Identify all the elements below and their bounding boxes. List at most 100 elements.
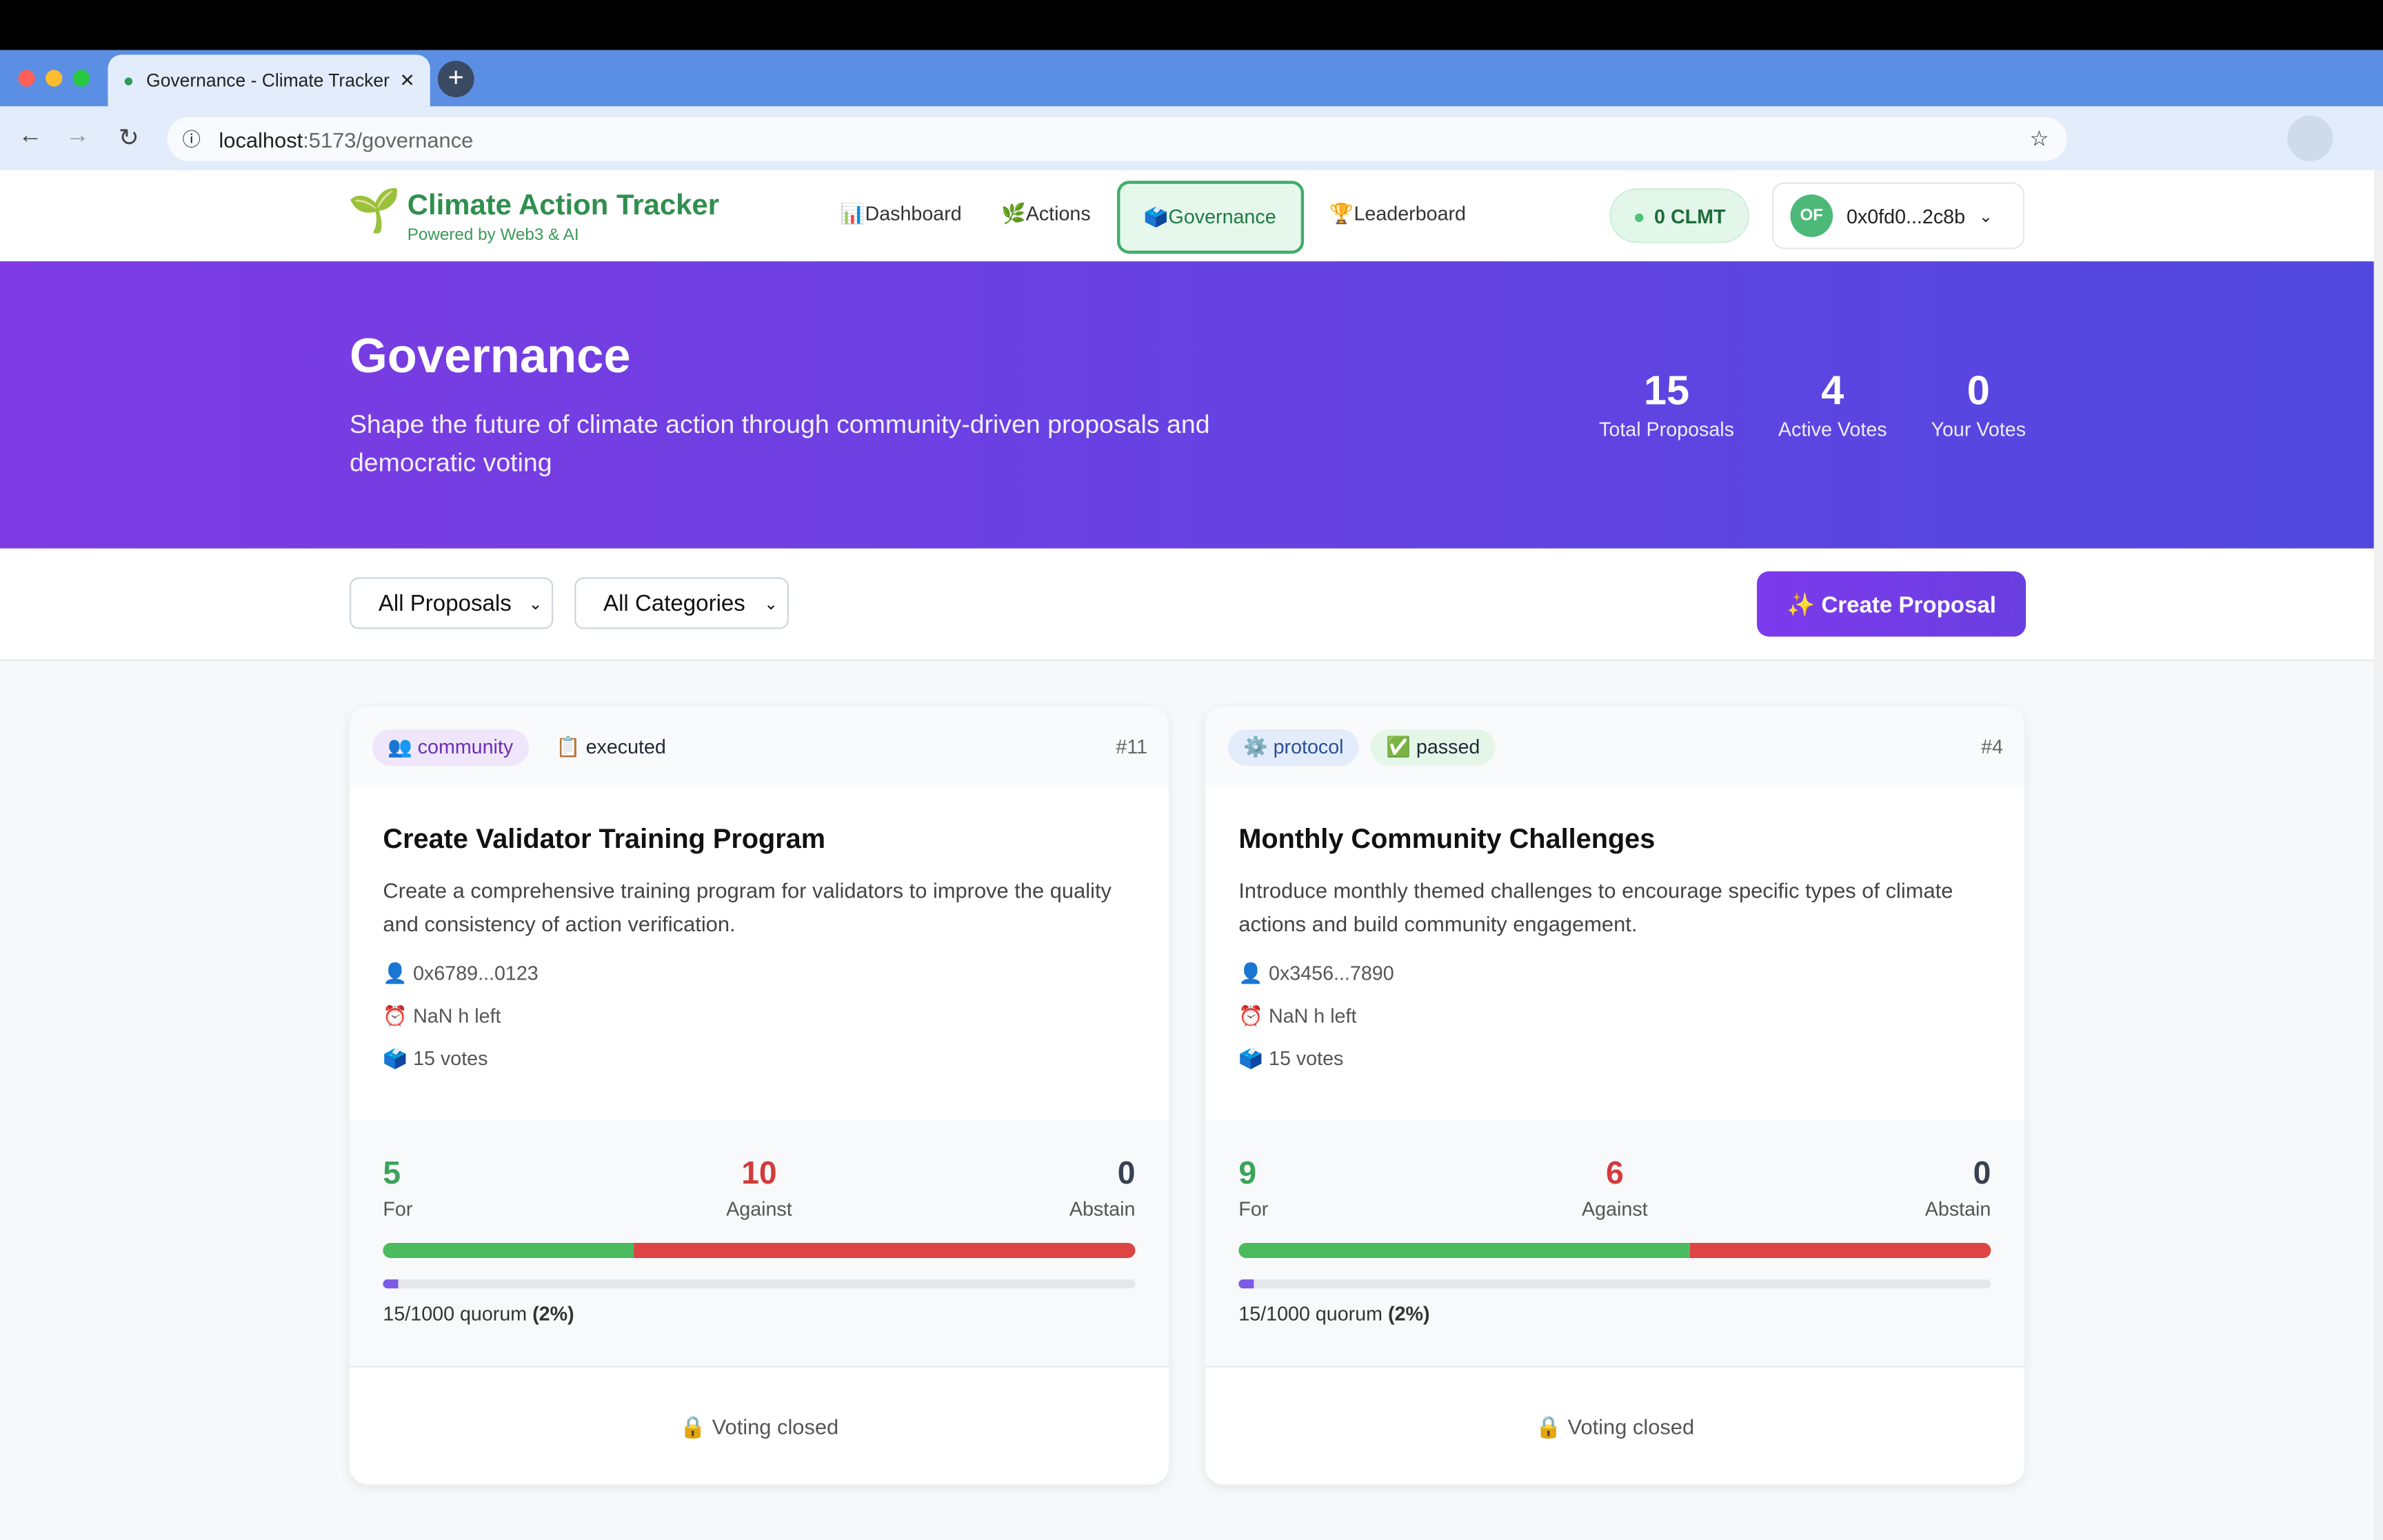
hero: Governance Shape the future of climate a… [0, 261, 2374, 549]
quorum-track [383, 1279, 1136, 1289]
tally: 6 Against [1489, 1156, 1740, 1220]
author: 👤 0x3456...7890 [1238, 962, 1394, 985]
scrollbar [2373, 170, 2383, 1540]
forward[interactable]: → [65, 123, 90, 150]
vote-count: 🗳️ 15 votes [1238, 1046, 1344, 1070]
vote-count: 🗳️ 15 votes [383, 1046, 488, 1070]
tally: 9 For [1238, 1156, 1489, 1220]
time-text: NaN h left [413, 1004, 501, 1027]
stat: 0 Your Votes [1931, 367, 2027, 440]
min-dot[interactable] [46, 70, 63, 87]
proposal-card[interactable]: ⚙️ protocol ✅ passed #4 Monthly Communit… [1205, 706, 2024, 1485]
tally-label: For [1238, 1197, 1269, 1220]
author: 👤 0x6789...0123 [383, 962, 539, 985]
address: 0x0fd0...2c8b [1846, 204, 1966, 227]
vote-section: 5 For 10 Against 0 Abstain 15/1000 quorum (2%… [349, 1119, 1169, 1368]
tally: 0 Abstain [885, 1156, 1136, 1220]
balance-text: 0 CLMT [1654, 204, 1726, 227]
hero-title: Governance [349, 328, 631, 383]
proposal-id: #11 [1116, 735, 1148, 758]
votes-text: 15 votes [1269, 1046, 1344, 1070]
vote-bar [1238, 1242, 1991, 1258]
stat-value: 4 [1821, 367, 1844, 414]
profile[interactable] [2287, 115, 2333, 161]
tallies: 9 For 6 Against 0 Abstain [1238, 1156, 1991, 1220]
new-tab[interactable]: + [437, 61, 474, 98]
footer-text: Voting closed [712, 1415, 839, 1439]
quorum-percent: (2%) [1388, 1301, 1430, 1325]
time-left: ⏰ NaN h left [383, 1004, 501, 1027]
tally-count: 5 [383, 1156, 401, 1192]
vote-segment [383, 1242, 634, 1258]
category: ⚙️ protocol [1227, 728, 1359, 765]
reload[interactable]: ↻ [118, 125, 139, 152]
url-host: localhost [219, 127, 303, 152]
site-info[interactable]: ⓘ [182, 129, 201, 151]
logo: 🌱 [348, 187, 401, 234]
tab-close[interactable]: ✕ [399, 70, 415, 92]
avatar: OF [1790, 194, 1833, 237]
status: ✅ passed [1371, 728, 1496, 765]
stat-label: Your Votes [1931, 418, 2027, 441]
stat-value: 15 [1643, 367, 1690, 414]
create-button[interactable]: ✨ Create Proposal [1756, 571, 2027, 637]
app-header: 🌱 Climate Action Tracker Powered by Web3… [0, 170, 2374, 263]
tally-label: For [383, 1197, 413, 1220]
footer-text: Voting closed [1567, 1415, 1695, 1439]
stat-label: Active Votes [1778, 418, 1887, 441]
address-bar[interactable]: ⓘ localhost:5173/governance ☆ [167, 116, 2067, 161]
card-body: Create Validator Training Program Create… [350, 787, 1169, 1071]
back[interactable]: ← [18, 123, 43, 150]
card-footer: 🔒 Voting closed [1535, 1413, 1695, 1439]
tally: 0 Abstain [1740, 1156, 1991, 1220]
url-path: :5173/governance [303, 127, 474, 152]
nav-link[interactable]: 🌿Actions [1001, 202, 1091, 225]
tagline: Powered by Web3 & AI [407, 226, 579, 245]
filter-select[interactable]: All Proposals ⌄ [349, 577, 554, 629]
quorum-fill [1238, 1279, 1254, 1289]
tallies: 5 For 10 Against 0 Abstain [383, 1156, 1135, 1220]
quorum: 15/1000 quorum (2%) [383, 1302, 1135, 1325]
stat: 4 Active Votes [1778, 367, 1887, 440]
title-bar [0, 0, 2383, 50]
max-dot[interactable] [72, 70, 90, 87]
bookmark[interactable]: ☆ [2029, 125, 2049, 151]
nav-link[interactable]: 🗳️Governance [1116, 181, 1304, 254]
quorum-fill [383, 1279, 399, 1289]
tally-label: Against [1582, 1197, 1648, 1220]
hero-subtitle: Shape the future of climate action throu… [349, 410, 1210, 478]
nav-link[interactable]: 📊Dashboard [840, 202, 962, 225]
status: 📋 executed [555, 734, 666, 758]
nav-links: 📊Dashboard 🌿Actions 🗳️Governance 🏆Leaderboa… [821, 181, 1485, 254]
brand[interactable]: Climate Action Tracker [407, 190, 720, 222]
filter-select[interactable]: All Categories ⌄ [574, 577, 789, 629]
vote-segment [1689, 1242, 1991, 1258]
author-text: 0x3456...7890 [1269, 962, 1394, 985]
balance: ● 0 CLMT [1609, 188, 1749, 243]
proposal-title: Create Validator Training Program [383, 823, 826, 854]
quorum-text: 15/1000 quorum [383, 1301, 527, 1325]
tally-count: 0 [1973, 1156, 1991, 1192]
tab-title: Governance - Climate Tracker [146, 70, 390, 92]
nav-link[interactable]: 🏆Leaderboard [1329, 202, 1466, 225]
close-dot[interactable] [18, 70, 35, 87]
category: 👥 community [372, 728, 529, 765]
tally-label: Against [726, 1197, 792, 1220]
tab[interactable]: ● Governance - Climate Tracker ✕ [108, 54, 430, 107]
filter-bar: All Proposals ⌄ All Categories ⌄ ✨ Create … [0, 548, 2374, 661]
time-text: NaN h left [1269, 1004, 1357, 1027]
stat: 15 Total Proposals [1599, 367, 1734, 440]
tally-count: 9 [1238, 1156, 1257, 1192]
stats: 15 Total Proposals 4 Active Votes 0 Your Vote… [1599, 367, 2026, 440]
tally-count: 6 [1605, 1156, 1624, 1192]
card-header: ⚙️ protocol ✅ passed #4 [1205, 706, 2024, 787]
wallet[interactable]: OF 0x0fd0...2c8b ⌄ [1771, 182, 2024, 250]
vote-segment [634, 1242, 1136, 1258]
proposal-description: Create a comprehensive training program … [383, 878, 1112, 936]
proposal-card[interactable]: 👥 community 📋 executed #11 Create Valida… [349, 706, 1169, 1485]
card-header: 👥 community 📋 executed #11 [349, 706, 1169, 787]
card-footer: 🔒 Voting closed [679, 1413, 839, 1439]
card-body: Monthly Community Challenges Introduce m… [1205, 787, 2024, 1071]
